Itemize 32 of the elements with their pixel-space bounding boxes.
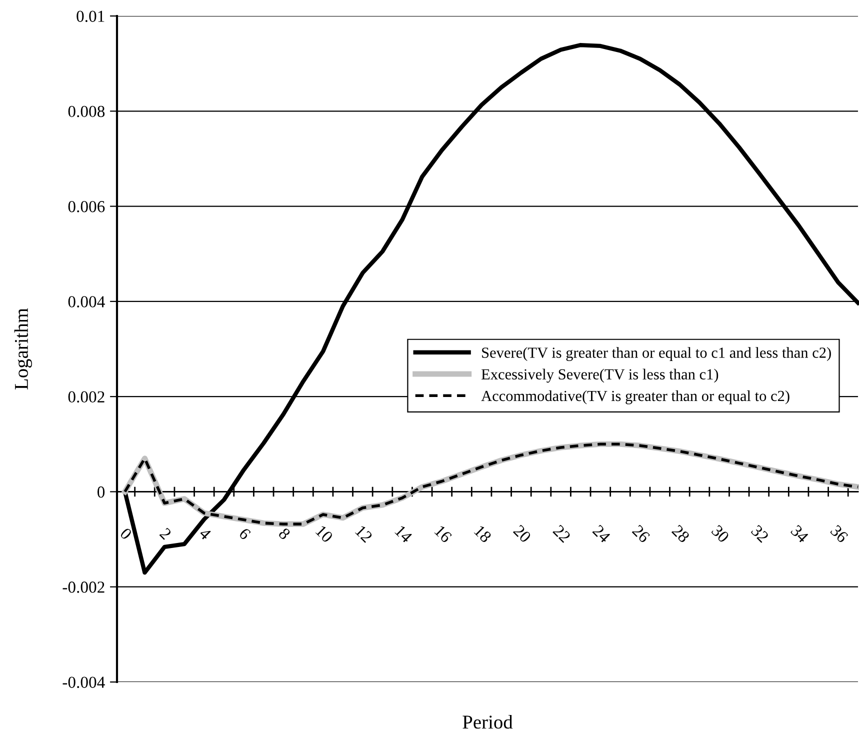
x-tick-label: 8 xyxy=(278,527,291,540)
x-tick-label: 34 xyxy=(790,524,810,544)
x-tick-label: 10 xyxy=(315,524,334,544)
x-tick-label: 22 xyxy=(552,524,572,543)
x-tick-label: 18 xyxy=(474,524,492,544)
y-tick-label: 0 xyxy=(97,486,105,498)
y-tick-label: 0.002 xyxy=(68,391,104,403)
x-tick-label: 14 xyxy=(394,524,413,544)
y-tick-label: 0.004 xyxy=(68,296,105,308)
x-tick-label: 26 xyxy=(632,524,651,544)
x-tick-label: 4 xyxy=(198,527,212,540)
x-tick-label: 28 xyxy=(671,524,690,544)
x-tick-label: 2 xyxy=(159,527,172,540)
legend-label: Excessively Severe(TV is less than c1) xyxy=(481,368,718,383)
y-tick-label: 0.01 xyxy=(76,10,104,22)
x-tick-label: 30 xyxy=(711,524,730,544)
x-tick-label: 24 xyxy=(592,524,612,544)
legend-label: Accommodative(TV is greater than or equal to c2) xyxy=(481,390,790,404)
legend-label: Severe(TV is greater than or equal to c1 and less than c2) xyxy=(482,347,831,362)
x-tick-label: 12 xyxy=(354,524,373,543)
y-tick-label: 0.006 xyxy=(68,200,105,212)
y-tick-label: 0.008 xyxy=(68,106,105,118)
x-tick-label: 36 xyxy=(830,524,849,544)
x-tick-label: 32 xyxy=(750,524,770,543)
y-tick-label: -0.004 xyxy=(62,676,105,688)
x-tick-label: 20 xyxy=(512,524,532,544)
x-axis-title: Period xyxy=(462,715,513,729)
x-tick-label: 0 xyxy=(119,527,132,540)
y-axis-title: Logarithm xyxy=(14,308,32,390)
x-tick-label: 16 xyxy=(434,524,452,544)
x-tick-label: 6 xyxy=(238,527,252,540)
y-tick-label: -0.002 xyxy=(62,582,104,593)
